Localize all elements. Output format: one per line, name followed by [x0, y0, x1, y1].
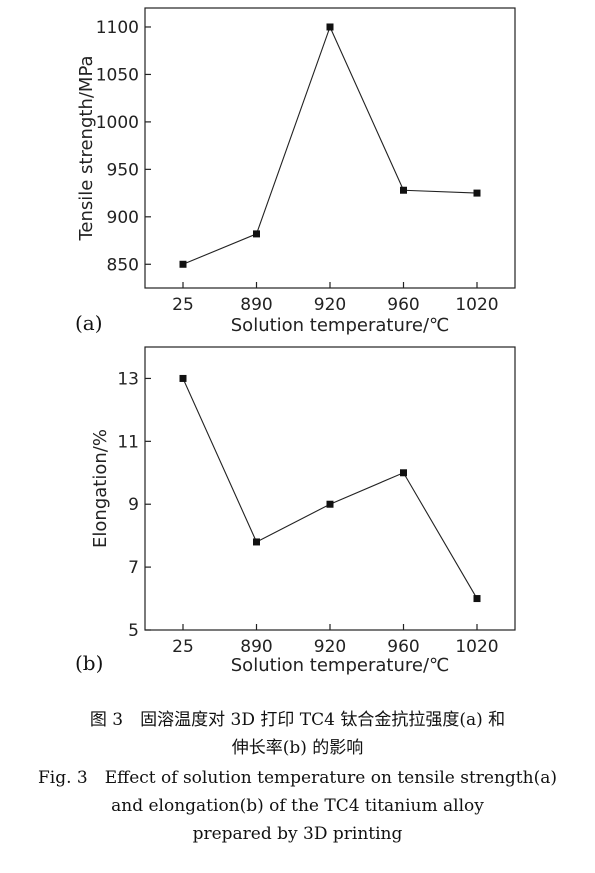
x-axis-title: Solution temperature/℃ — [231, 315, 449, 336]
data-point — [473, 189, 481, 197]
x-tick-label: 890 — [240, 295, 272, 315]
series-line — [182, 378, 478, 599]
x-tick-label: 25 — [172, 295, 194, 315]
data-point — [179, 260, 187, 268]
series-line — [182, 25, 478, 265]
data-point — [326, 500, 334, 508]
y-tick-label: 950 — [107, 160, 139, 180]
y-axis-title: Tensile strength/MPa — [76, 55, 97, 241]
y-tick-label: 900 — [107, 208, 139, 228]
chart-panel-a: 850 900 950 1000 1050 1100 25 890 920 960 1020 Solu… — [75, 7, 516, 336]
x-tick-label: 960 — [387, 637, 419, 657]
plot-frame — [144, 7, 516, 289]
y-tick-label: 1000 — [96, 113, 139, 133]
caption-chinese-line-1: 图 3 固溶温度对 3D 打印 TC4 钛合金抗拉强度(a) 和 — [89, 710, 506, 730]
y-axis-title: Elongation/% — [90, 429, 111, 548]
y-tick-label: 7 — [128, 558, 139, 578]
data-point — [400, 469, 407, 477]
figure: 850 900 950 1000 1050 1100 25 890 920 960 1020 Solu… — [75, 7, 516, 676]
y-tick-label: 11 — [117, 432, 139, 452]
caption-chinese-line-2: 伸长率(b) 的影响 — [231, 738, 364, 758]
data-point — [326, 23, 334, 31]
panel-label: (a) — [75, 311, 103, 335]
data-point — [400, 186, 407, 194]
y-tick-label: 1050 — [96, 65, 139, 85]
x-tick-label: 920 — [314, 295, 346, 315]
x-axis-title: Solution temperature/℃ — [231, 655, 449, 676]
x-tick-label: 960 — [387, 295, 419, 315]
plot-frame — [144, 346, 516, 631]
x-tick-label: 1020 — [455, 637, 498, 657]
caption-english-line-2: and elongation(b) of the TC4 titanium al… — [111, 796, 484, 816]
x-tick-label: 25 — [172, 637, 194, 657]
chart-panel-b: 5 7 9 11 13 25 890 920 960 1020 Solution temperatu… — [75, 346, 516, 676]
caption-chinese: 图 3 固溶温度对 3D 打印 TC4 钛合金抗拉强度(a) 和 伸长率(b) … — [0, 706, 595, 762]
y-tick-label: 850 — [107, 255, 139, 275]
y-tick-label: 5 — [128, 621, 139, 641]
x-tick-label: 890 — [240, 637, 272, 657]
data-point — [253, 538, 260, 546]
caption-english: Fig. 3 Effect of solution temperature on… — [0, 764, 595, 848]
y-tick-label: 9 — [128, 495, 139, 515]
y-tick-label: 1100 — [96, 18, 139, 38]
caption-english-line-3: prepared by 3D printing — [192, 824, 403, 844]
x-tick-label: 920 — [314, 637, 346, 657]
caption-english-line-1: Fig. 3 Effect of solution temperature on… — [37, 768, 557, 788]
panel-label: (b) — [75, 651, 103, 675]
data-point — [179, 374, 187, 382]
data-point — [253, 230, 260, 238]
y-tick-label: 13 — [117, 369, 139, 389]
x-tick-label: 1020 — [455, 295, 498, 315]
data-point — [473, 595, 481, 603]
